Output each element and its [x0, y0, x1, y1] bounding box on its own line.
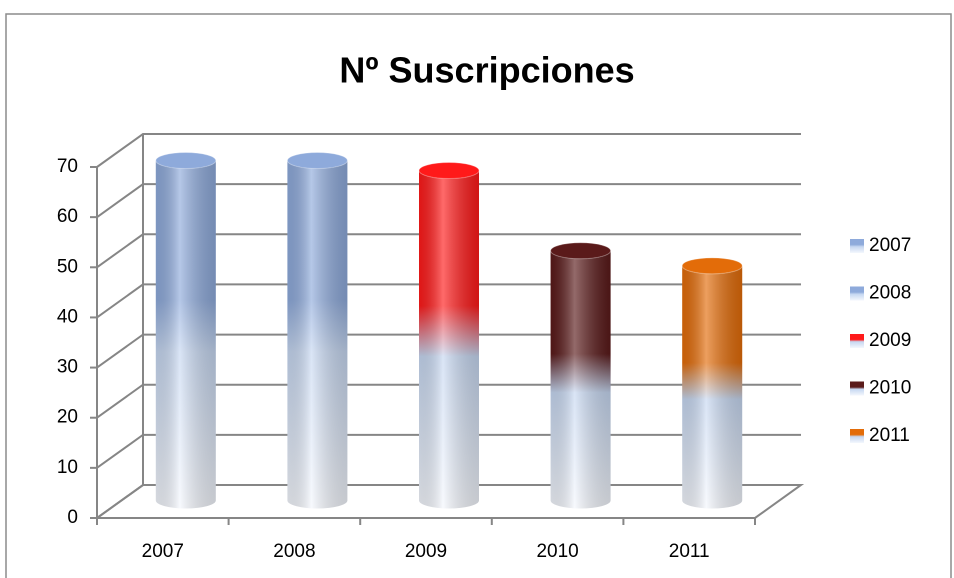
bar-top — [681, 257, 743, 275]
bar-top — [286, 152, 348, 170]
y-tick-label: 60 — [57, 206, 78, 227]
bar-shading — [419, 170, 479, 509]
y-tick-label: 0 — [67, 507, 78, 528]
y-tick-label: 50 — [57, 256, 78, 277]
y-tick-label: 10 — [57, 457, 78, 478]
bar-shading — [550, 250, 611, 509]
grid-line — [96, 233, 801, 269]
legend-swatch — [850, 286, 864, 301]
legend-label: 2007 — [869, 235, 911, 256]
x-tick-label: 2010 — [536, 541, 578, 562]
bar-top — [550, 242, 612, 260]
chart-title: Nº Suscripciones — [339, 50, 634, 91]
y-tick-label: 70 — [57, 156, 78, 177]
bar-top — [155, 152, 217, 170]
y-tick-label: 20 — [57, 407, 78, 428]
x-tick-label: 2008 — [273, 541, 315, 562]
bar-shading — [682, 265, 743, 509]
legend-label: 2011 — [869, 425, 910, 446]
x-tick-label: 2009 — [405, 541, 447, 562]
legend-label: 2008 — [869, 283, 911, 304]
bar-shading — [287, 160, 348, 509]
legend-swatch — [850, 429, 864, 443]
bar-shading — [155, 160, 216, 509]
legend-swatch — [850, 239, 864, 253]
grid-line — [96, 183, 801, 218]
y-tick-label: 40 — [57, 306, 78, 327]
legend-label: 2010 — [869, 378, 911, 399]
x-tick-label: 2007 — [142, 541, 184, 562]
x-tick-label: 2011 — [669, 541, 710, 562]
bar-top — [418, 162, 480, 180]
legend-label: 2009 — [869, 330, 911, 351]
grid-line — [96, 133, 801, 168]
y-tick-label: 30 — [57, 357, 78, 378]
legend-swatch — [850, 334, 864, 348]
legend-swatch — [850, 381, 864, 396]
